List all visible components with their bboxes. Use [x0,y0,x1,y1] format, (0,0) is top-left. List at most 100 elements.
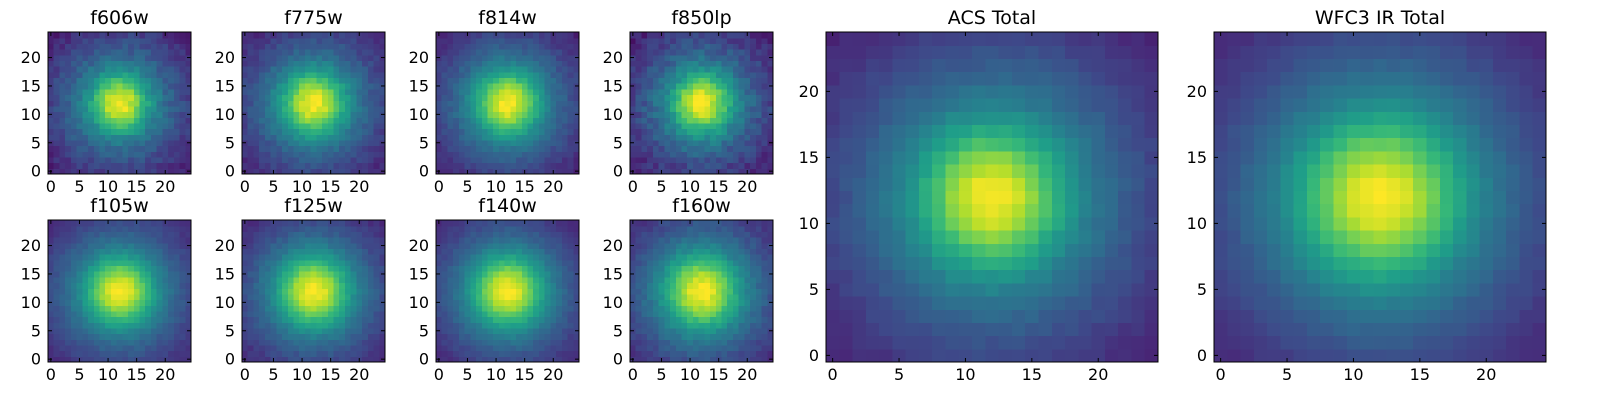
heatmap-cell [88,37,95,44]
heatmap-cell [561,288,569,295]
heatmap-cell [339,282,346,289]
heatmap-cell [750,327,757,335]
heatmap-cell [128,54,135,61]
heatmap-cell [310,288,317,295]
heatmap-cell [521,105,529,113]
heatmap-cell [48,43,55,50]
heatmap-cell [168,344,175,352]
heatmap-cell [350,128,357,135]
heatmap-cell [544,288,551,295]
heatmap-cell [715,94,723,101]
heatmap-cell [493,83,500,90]
heatmap-cell [441,32,449,39]
heatmap-cell [145,282,152,289]
heatmap-cell [504,271,511,278]
heatmap-cell [476,231,483,238]
heatmap-cell [327,156,335,164]
heatmap-cell [156,162,163,169]
heatmap-cell [168,145,175,152]
heatmap-cell [93,66,101,73]
heatmap-cell [750,145,757,152]
heatmap-cell [670,54,677,61]
heatmap-cell [293,77,300,84]
heatmap-cell [476,276,483,284]
heatmap-cell [755,288,763,295]
heatmap-cell [447,32,454,39]
heatmap-cell [436,105,443,113]
heatmap-cell [76,145,83,152]
y-tick-label: 5 [225,321,235,340]
heatmap-cell [339,162,346,169]
heatmap-cell [76,49,83,56]
heatmap-cell [441,117,449,124]
heatmap-cell [287,350,295,357]
heatmap-cell [299,254,306,261]
heatmap-cell [710,293,717,301]
heatmap-cell [664,94,671,101]
heatmap-cell [264,259,272,267]
heatmap-cell [476,299,483,306]
heatmap-cell [470,88,477,96]
heatmap-cell [732,310,740,318]
heatmap-cell [630,156,637,164]
heatmap-cell [179,333,186,340]
heatmap-cell [447,88,454,96]
heatmap-cell [179,151,186,158]
x-tick-label: 10 [486,177,506,196]
y-tick-label: 0 [31,350,41,369]
heatmap-cell [128,339,135,346]
heatmap-cell [367,71,375,79]
heatmap-cell [744,327,751,335]
heatmap-cell [88,220,95,227]
heatmap-cell [367,145,375,152]
heatmap-cell [458,327,466,335]
heatmap-cell [247,37,255,44]
heatmap-cell [99,310,106,318]
heatmap-cell [242,117,249,124]
heatmap-cell [327,225,335,232]
heatmap-cell [339,344,346,352]
heatmap-cell [270,288,277,295]
heatmap-cell [173,344,181,352]
heatmap-cell [259,356,266,363]
heatmap-cell [464,37,471,44]
heatmap-cell [521,316,529,323]
heatmap-cell [356,310,363,318]
heatmap-cell [630,117,637,124]
heatmap-cell [687,117,694,124]
heatmap-cell [322,66,329,73]
heatmap-cell [544,248,551,255]
heatmap-cell [670,128,677,135]
heatmap-cell [675,139,683,147]
heatmap-cell [687,100,694,107]
heatmap-cell [339,139,346,147]
heatmap-cell [573,305,580,312]
heatmap-cell [93,276,101,284]
heatmap-cell [493,350,500,357]
heatmap-cell [339,299,346,306]
heatmap-cell [253,282,260,289]
heatmap-cell [441,83,449,90]
heatmap-cell [339,156,346,164]
heatmap-cell [698,77,705,84]
heatmap-cell [755,327,763,335]
heatmap-cell [367,305,375,312]
heatmap-cell [259,128,266,135]
heatmap-cell [282,288,289,295]
heatmap-cell [470,32,477,39]
heatmap-cell [641,139,648,147]
heatmap-cell [59,265,66,272]
heatmap-cell [635,37,643,44]
heatmap-cell [704,339,711,346]
heatmap-cell [344,168,352,175]
heatmap-cell [259,134,266,141]
heatmap-cell [156,231,163,238]
heatmap-cell [65,254,72,261]
heatmap-cell [59,111,66,118]
heatmap-cell [70,305,78,312]
heatmap-cell [538,77,546,84]
heatmap-cell [253,220,260,227]
heatmap-cell [168,327,175,335]
heatmap-cell [48,94,55,101]
heatmap-cell [247,122,255,130]
